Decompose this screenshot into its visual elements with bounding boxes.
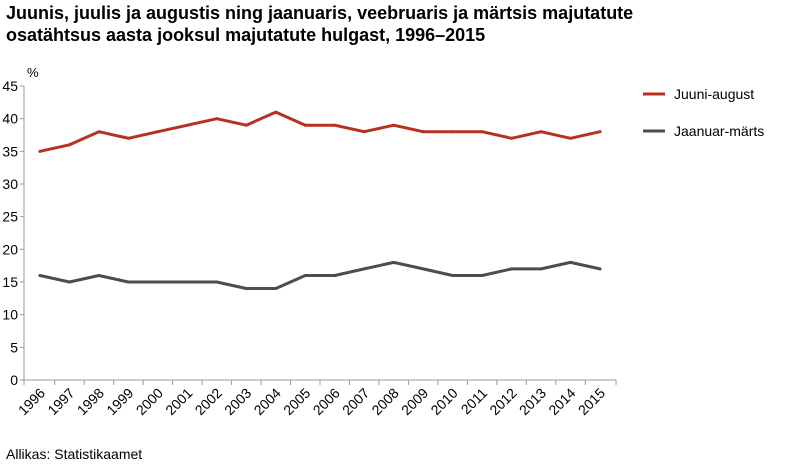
x-tick-label: 2000 xyxy=(133,385,166,418)
chart-axes: 051015202530354045%199619971998199920002… xyxy=(2,65,617,418)
series-1-point xyxy=(569,260,573,264)
series-line-0 xyxy=(38,110,602,153)
y-axis-unit-label: % xyxy=(27,65,39,80)
x-tick-label: 2008 xyxy=(368,385,401,418)
x-tick-label: 2012 xyxy=(486,385,519,418)
series-1-point xyxy=(510,267,514,271)
series-0-point xyxy=(126,136,130,140)
x-tick-label: 1997 xyxy=(44,385,77,418)
series-1-point xyxy=(274,287,278,291)
y-tick-label: 0 xyxy=(10,372,18,388)
series-0-point xyxy=(274,110,278,114)
y-tick-label: 35 xyxy=(2,143,18,159)
series-1-point xyxy=(421,267,425,271)
series-0-point xyxy=(480,130,484,134)
series-0-point xyxy=(421,130,425,134)
series-0-point xyxy=(362,130,366,134)
chart-title-line-1: Juunis, juulis ja augustis ning jaanuari… xyxy=(6,3,634,23)
x-tick-label: 2015 xyxy=(575,385,608,418)
x-tick-label: 2001 xyxy=(162,385,195,418)
series-1-point xyxy=(451,273,455,277)
series-0-point xyxy=(510,136,514,140)
x-tick-label: 2011 xyxy=(458,385,491,418)
y-tick-label: 10 xyxy=(2,307,18,323)
x-tick-label: 2014 xyxy=(545,385,578,418)
chart-legend: Juuni-august Jaanuar-märts xyxy=(643,86,764,139)
y-tick-label: 20 xyxy=(2,241,18,257)
series-0-point xyxy=(303,123,307,127)
x-tick-label: 2009 xyxy=(398,385,431,418)
x-tick-label: 2010 xyxy=(427,385,460,418)
x-tick-label: 2005 xyxy=(280,385,313,418)
series-0-point xyxy=(156,130,160,134)
series-0-point xyxy=(97,130,101,134)
series-1-point xyxy=(392,260,396,264)
series-1-point xyxy=(67,280,71,284)
x-tick-label: 2006 xyxy=(310,385,343,418)
series-1-point xyxy=(244,287,248,291)
y-tick-label: 25 xyxy=(2,209,18,225)
chart-title-line-2: osatähtsus aasta jooksul majutatute hulg… xyxy=(6,25,486,45)
chart-series xyxy=(38,110,602,291)
x-tick-label: 2013 xyxy=(516,385,549,418)
series-1-point xyxy=(185,280,189,284)
source-note: Allikas: Statistikaamet xyxy=(6,446,143,462)
series-0-point xyxy=(67,143,71,147)
series-0-point xyxy=(215,117,219,121)
x-tick-label: 1998 xyxy=(74,385,107,418)
chart-title: Juunis, juulis ja augustis ning jaanuari… xyxy=(6,2,786,46)
x-tick-label: 1999 xyxy=(103,385,136,418)
series-1-point xyxy=(38,273,42,277)
series-0-point xyxy=(539,130,543,134)
legend-label-0: Juuni-august xyxy=(674,86,754,102)
series-0-point xyxy=(569,136,573,140)
series-1-point xyxy=(303,273,307,277)
series-1-point xyxy=(156,280,160,284)
series-0-point xyxy=(392,123,396,127)
series-1-point xyxy=(539,267,543,271)
x-tick-label: 2004 xyxy=(251,385,284,418)
series-0-point xyxy=(451,130,455,134)
series-1-point xyxy=(97,273,101,277)
series-0-point xyxy=(598,130,602,134)
y-tick-label: 5 xyxy=(10,339,18,355)
series-0-point xyxy=(244,123,248,127)
series-1-point xyxy=(215,280,219,284)
y-tick-label: 40 xyxy=(2,111,18,127)
x-tick-label: 1996 xyxy=(15,385,48,418)
series-1-point xyxy=(480,273,484,277)
series-0-point xyxy=(38,149,42,153)
series-1-point xyxy=(333,273,337,277)
y-tick-label: 15 xyxy=(2,274,18,290)
series-1-point xyxy=(598,267,602,271)
y-tick-label: 30 xyxy=(2,176,18,192)
legend-label-1: Jaanuar-märts xyxy=(674,123,764,139)
x-tick-label: 2003 xyxy=(221,385,254,418)
series-1-point xyxy=(126,280,130,284)
series-0-point xyxy=(185,123,189,127)
series-0-point xyxy=(333,123,337,127)
series-line-1 xyxy=(38,260,602,290)
series-1-point xyxy=(362,267,366,271)
y-tick-label: 45 xyxy=(2,78,18,94)
x-tick-label: 2002 xyxy=(192,385,225,418)
x-tick-label: 2007 xyxy=(339,385,372,418)
